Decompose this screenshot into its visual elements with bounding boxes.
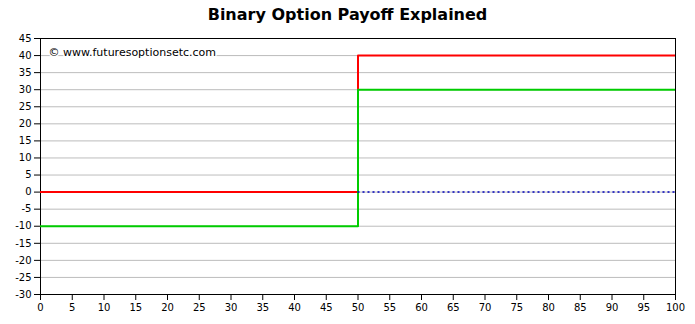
svg-text:0: 0 <box>25 186 31 197</box>
svg-text:100: 100 <box>666 302 685 313</box>
svg-text:75: 75 <box>510 302 523 313</box>
svg-text:85: 85 <box>574 302 587 313</box>
svg-text:-25: -25 <box>15 272 31 283</box>
svg-text:-30: -30 <box>15 289 31 300</box>
svg-text:70: 70 <box>479 302 492 313</box>
svg-text:30: 30 <box>225 302 238 313</box>
svg-text:10: 10 <box>98 302 111 313</box>
svg-text:10: 10 <box>19 152 32 163</box>
svg-text:65: 65 <box>447 302 460 313</box>
svg-text:0: 0 <box>37 302 43 313</box>
svg-text:5: 5 <box>25 169 31 180</box>
svg-text:60: 60 <box>415 302 428 313</box>
svg-text:-5: -5 <box>22 203 32 214</box>
html-text:Binary Option Payoff Explained: Binary Option Payoff Explained <box>207 5 488 24</box>
svg-text:25: 25 <box>19 101 32 112</box>
svg-text:45: 45 <box>19 33 32 44</box>
svg-text:40: 40 <box>288 302 301 313</box>
svg-text:40: 40 <box>19 50 32 61</box>
svg-text:15: 15 <box>19 135 32 146</box>
svg-text:55: 55 <box>383 302 396 313</box>
svg-text:15: 15 <box>129 302 142 313</box>
svg-text:50: 50 <box>352 302 365 313</box>
svg-text:80: 80 <box>542 302 555 313</box>
svg-text:-10: -10 <box>15 220 31 231</box>
svg-text:© www.futuresoptionsetc.com: © www.futuresoptionsetc.com <box>49 46 217 59</box>
svg-text:35: 35 <box>256 302 269 313</box>
svg-text:30: 30 <box>19 84 32 95</box>
svg-text:5: 5 <box>69 302 75 313</box>
svg-text:45: 45 <box>320 302 333 313</box>
svg-text:20: 20 <box>19 118 32 129</box>
svg-text:25: 25 <box>193 302 206 313</box>
svg-text:-15: -15 <box>15 238 31 249</box>
svg-text:35: 35 <box>19 67 32 78</box>
svg-text:20: 20 <box>161 302 174 313</box>
svg-text:95: 95 <box>637 302 650 313</box>
svg-text:90: 90 <box>606 302 619 313</box>
svg-text:-20: -20 <box>15 255 31 266</box>
